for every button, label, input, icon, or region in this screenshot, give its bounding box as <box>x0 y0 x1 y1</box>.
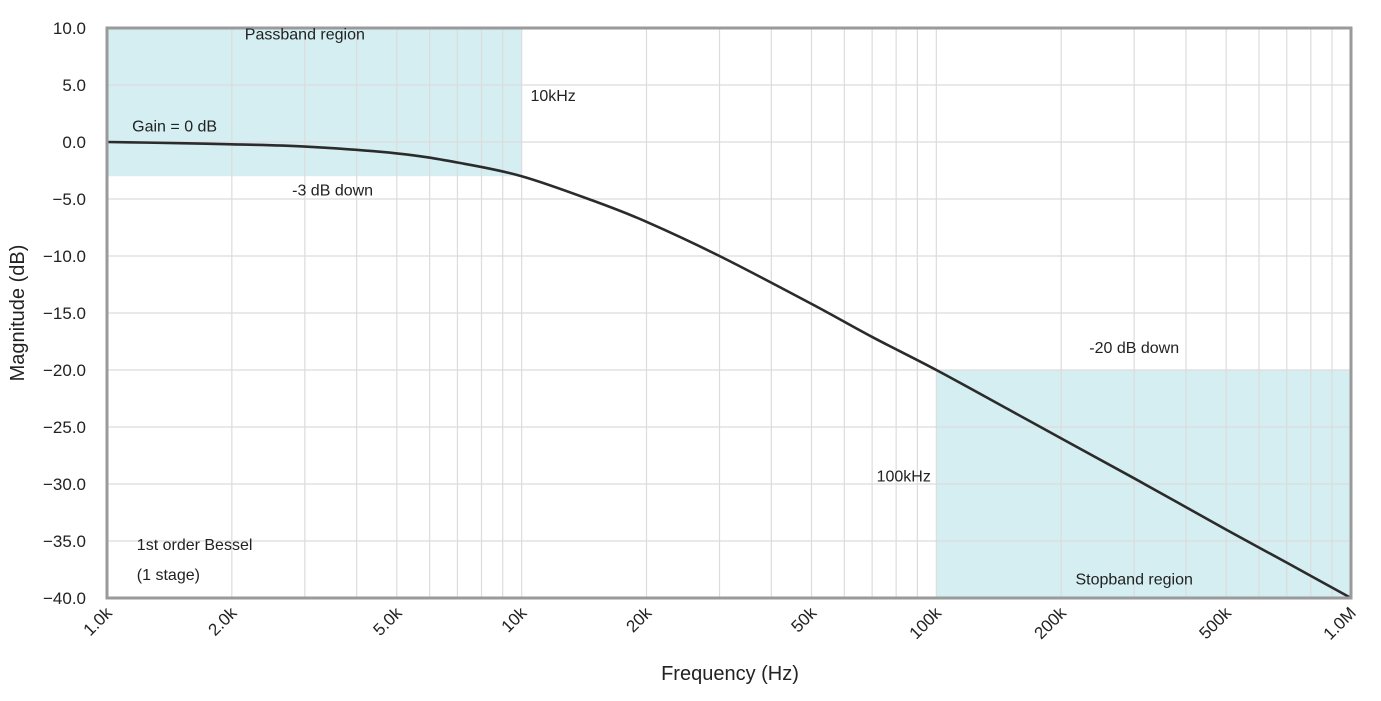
grid-lines <box>107 28 1351 598</box>
minus3db-label: -3 dB down <box>292 183 373 200</box>
passband-region <box>107 28 522 177</box>
y-tick-label: −5.0 <box>52 190 86 209</box>
y-tick-label: 5.0 <box>62 76 86 95</box>
y-tick-label: −35.0 <box>43 532 86 551</box>
x-axis-title: Frequency (Hz) <box>661 663 799 685</box>
minus20db-label: -20 dB down <box>1089 340 1179 357</box>
response-curve <box>106 140 1352 600</box>
y-tick-label: −40.0 <box>43 589 86 608</box>
stopband-label: Stopband region <box>1075 571 1192 588</box>
response-curve-group <box>106 140 1352 600</box>
filter-type-label: 1st order Bessel <box>137 537 253 554</box>
cutoff-label: 10kHz <box>530 88 575 105</box>
y-axis-ticks: 10.0 5.0 0.0 −5.0 −10.0 −15.0 −20.0 −25.0 −30.0 −… <box>43 19 86 608</box>
annotations: Passband region 10kHz Gain = 0 dB -3 dB dow… <box>132 26 1193 588</box>
y-axis-title: Magnitude (dB) <box>7 245 29 382</box>
y-tick-label: −20.0 <box>43 361 86 380</box>
y-tick-label: 10.0 <box>53 19 86 38</box>
passband-label: Passband region <box>245 26 365 43</box>
y-tick-label: −30.0 <box>43 475 86 494</box>
y-tick-label: −15.0 <box>43 304 86 323</box>
y-tick-label: −25.0 <box>43 418 86 437</box>
gain-label: Gain = 0 dB <box>132 119 217 136</box>
filter-stage-label: (1 stage) <box>137 567 200 584</box>
stopband-freq-label: 100kHz <box>877 469 931 486</box>
plot-frame <box>105 26 1353 600</box>
y-tick-label: 0.0 <box>62 133 86 152</box>
y-tick-label: −10.0 <box>43 247 86 266</box>
